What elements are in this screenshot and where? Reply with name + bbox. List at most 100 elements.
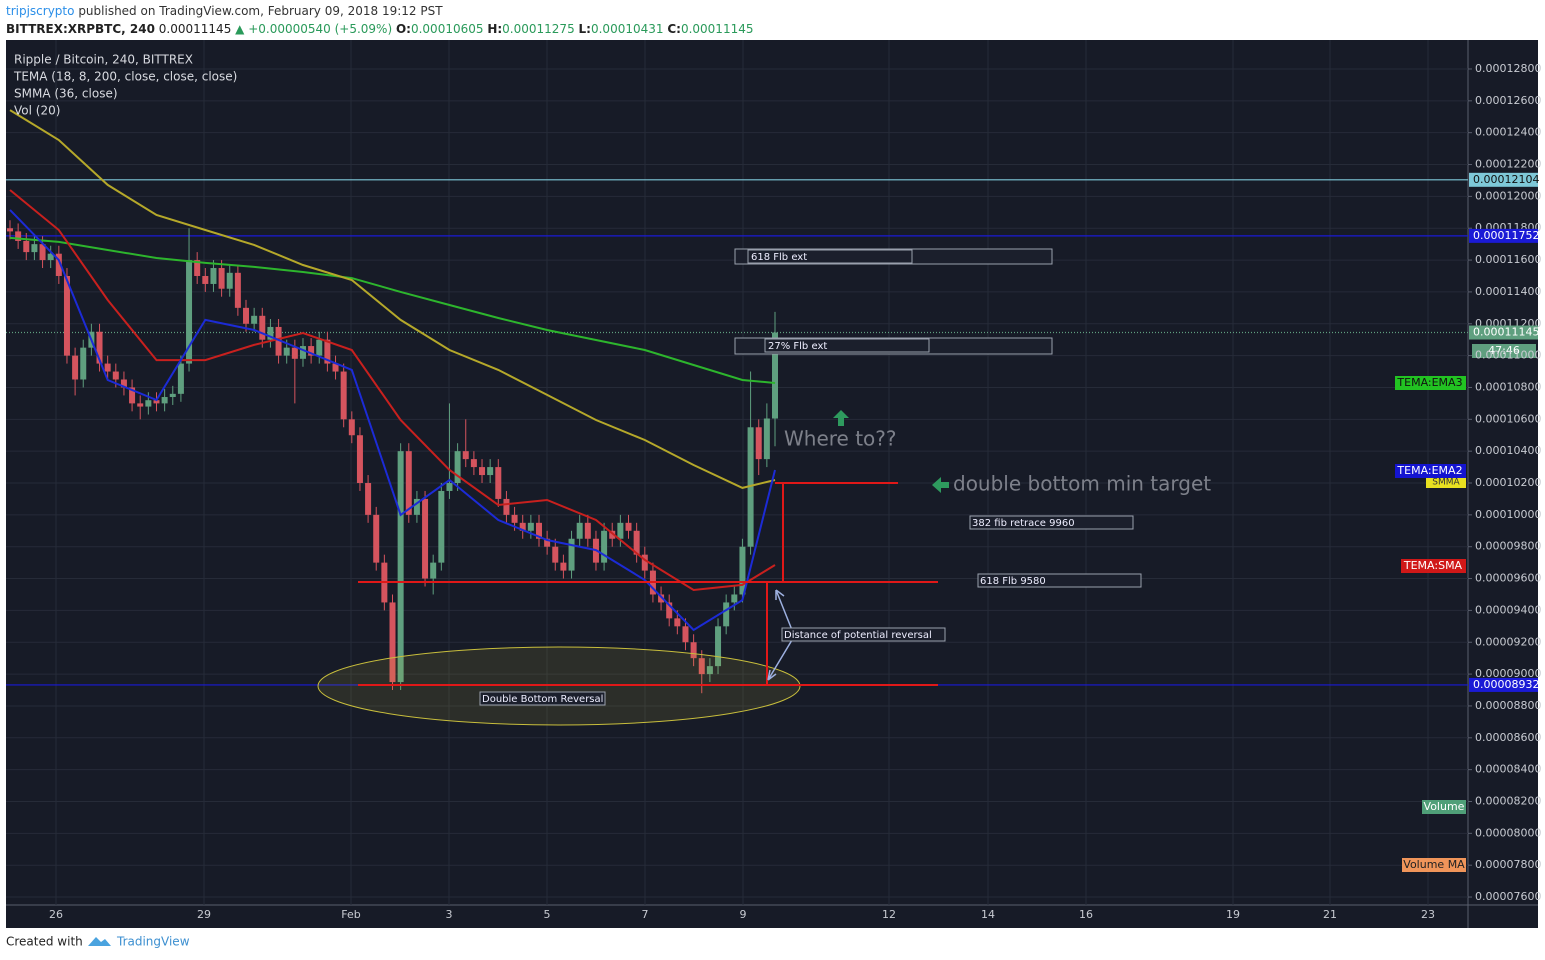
candle-body <box>31 244 38 253</box>
countdown-bg <box>1472 344 1536 358</box>
published: published on TradingView.com, February 0… <box>78 4 443 18</box>
ohlc-value: 0.00011275 <box>502 22 575 36</box>
x-tick-label: 5 <box>544 908 551 921</box>
side-tag: Volume MA <box>1403 858 1465 871</box>
ohlc-value: 0.00010431 <box>591 22 664 36</box>
candle-body <box>259 315 266 340</box>
up-arrow <box>833 410 849 426</box>
price-tag-label: 0.00008932 <box>1473 678 1539 691</box>
annotation: 27% Flb ext <box>768 341 827 352</box>
x-tick-label: 29 <box>197 908 211 921</box>
arrows <box>767 589 793 681</box>
candle-body <box>405 451 412 515</box>
candle-body <box>218 268 225 289</box>
candle-body <box>80 347 87 380</box>
candle-body <box>625 522 632 531</box>
x-tick-label: Feb <box>341 908 360 921</box>
countdown: 47:46 <box>1488 344 1520 357</box>
candle-body <box>731 594 738 603</box>
author[interactable]: tripjscrypto <box>6 4 74 18</box>
legend-entry: TEMA (18, 8, 200, close, close, close) <box>13 70 237 84</box>
price-tag-label: 0.00011752 <box>1473 229 1539 242</box>
annotation: 618 Flb 9580 <box>980 576 1046 587</box>
candle-body <box>267 326 274 340</box>
candle-body <box>234 272 241 308</box>
candle-body <box>609 530 616 539</box>
price-tag <box>1469 325 1538 340</box>
annotation: 618 Flb ext <box>751 252 807 263</box>
y-tick-label: 0.00009600 <box>1475 572 1541 585</box>
tag-bg <box>1395 376 1466 390</box>
annotation: double bottom min target <box>953 472 1211 496</box>
candle-body <box>576 522 583 539</box>
annotation: Distance of potential reversal <box>784 630 932 641</box>
y-tick-label: 0.00008200 <box>1475 794 1541 807</box>
side-tag: TEMA:SMA <box>1403 559 1463 572</box>
x-tick-label: 26 <box>49 908 63 921</box>
tag-bg <box>1422 800 1466 814</box>
candle-body <box>430 562 437 579</box>
candle-body <box>454 451 461 484</box>
candle-body <box>698 658 705 675</box>
candle-body <box>15 231 22 241</box>
side-tag: TEMA:EMA2 <box>1396 464 1462 477</box>
price-tag-label: 0.00012104 <box>1473 173 1539 186</box>
legend-entry: Vol (20) <box>14 104 60 118</box>
candle-body <box>723 602 730 627</box>
candle-body <box>251 315 258 324</box>
candle-body <box>479 467 486 476</box>
y-tick-label: 0.00009000 <box>1475 667 1541 680</box>
candle-body <box>487 467 494 476</box>
indicator-line <box>9 209 776 632</box>
candle-body <box>96 331 103 364</box>
ohlc-key: H: <box>487 22 502 36</box>
last: 0.00011145 <box>159 22 232 36</box>
price-tag <box>1469 228 1538 243</box>
candle-body <box>413 498 420 515</box>
candle-body <box>145 400 152 407</box>
candle-body <box>601 530 608 563</box>
y-tick-label: 0.00010800 <box>1475 380 1541 393</box>
candle-body <box>747 427 754 547</box>
x-tick-label: 9 <box>740 908 747 921</box>
symbol-line: BITTREX:XRPBTC, 240 0.00011145 ▲ +0.0000… <box>6 22 753 36</box>
candle-body <box>739 546 746 595</box>
candle-body <box>210 268 217 284</box>
y-tick-label: 0.00011400 <box>1475 285 1541 298</box>
annotation: Double Bottom Reversal <box>482 694 603 705</box>
label-box <box>764 338 930 353</box>
candle-body <box>332 363 339 372</box>
y-tick-label: 0.00012000 <box>1475 189 1541 202</box>
candle-body <box>291 347 298 359</box>
candle-body <box>348 419 355 436</box>
candle-body <box>674 618 681 627</box>
tag-bg <box>1395 464 1466 478</box>
candle-body <box>422 498 429 579</box>
symbol: BITTREX:XRPBTC, 240 <box>6 22 155 36</box>
candle-body <box>503 498 510 515</box>
candle-body <box>120 379 127 388</box>
candle-body <box>47 253 54 261</box>
candle-body <box>340 371 347 420</box>
candle-body <box>55 253 62 276</box>
label-box <box>479 691 606 706</box>
candle-body <box>511 514 518 523</box>
side-tag: SMMA <box>1432 478 1460 488</box>
price-tag <box>1469 677 1538 692</box>
candle-body <box>356 435 363 484</box>
y-tick-label: 0.00007600 <box>1475 890 1541 903</box>
logo <box>88 937 111 946</box>
candle-body <box>129 387 136 404</box>
plot <box>6 109 1468 694</box>
candle-body <box>316 339 323 356</box>
candle-body <box>438 490 445 563</box>
y-tick-label: 0.00008600 <box>1475 731 1541 744</box>
candle-body <box>462 451 469 460</box>
candle-body <box>365 483 372 515</box>
y-tick-label: 0.00012200 <box>1475 158 1541 171</box>
candle-body <box>7 228 13 232</box>
candle-body <box>186 260 193 364</box>
footer-brand[interactable]: TradingView <box>116 935 190 949</box>
legend-entry: Ripple / Bitcoin, 240, BITTREX <box>14 53 193 67</box>
